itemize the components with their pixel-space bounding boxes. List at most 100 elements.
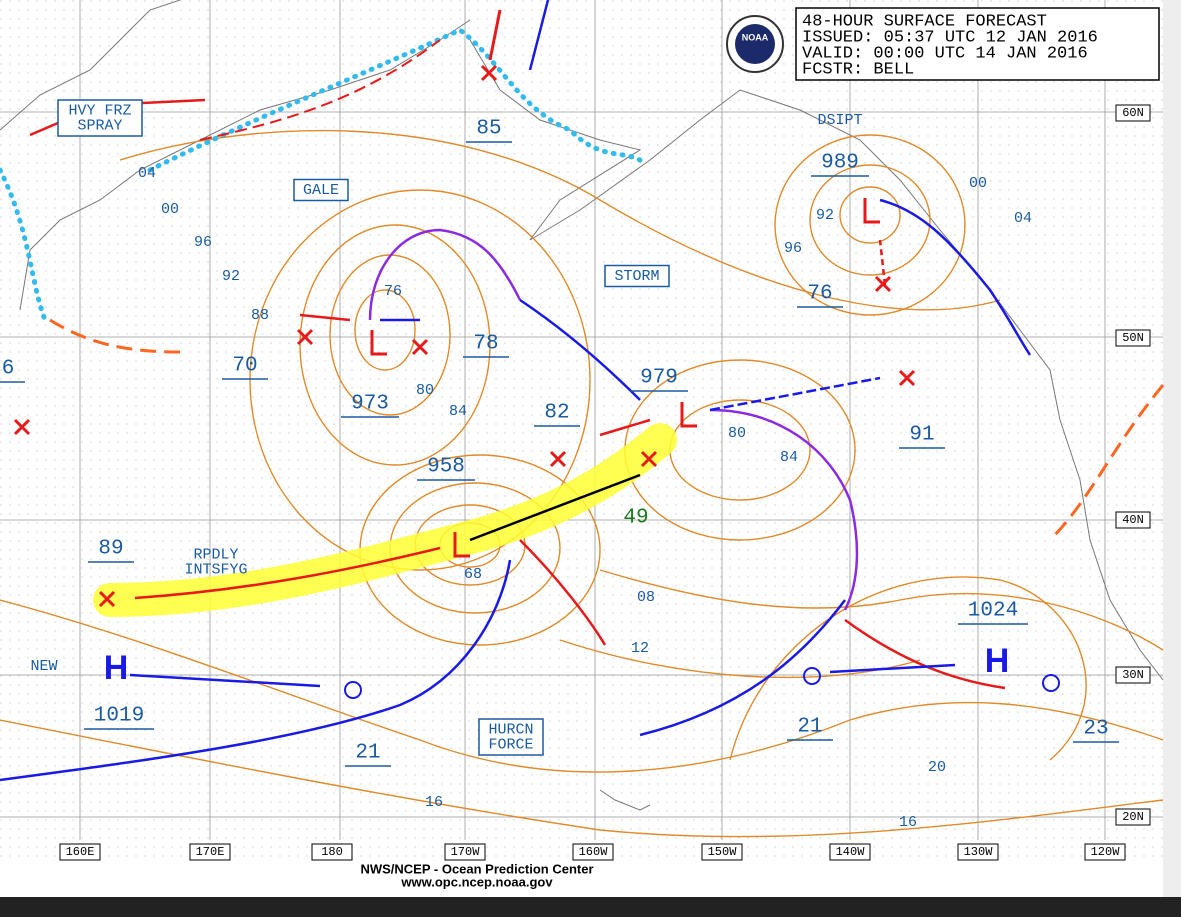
central-pressure: 958: [427, 456, 465, 479]
lon-box: [189, 843, 231, 861]
isobar-label: 88: [251, 307, 269, 324]
track-arrows: [29, 98, 956, 688]
isobar-label: 16: [425, 794, 443, 811]
map-background: [0, 0, 1163, 862]
latitude-label: 30N: [1122, 668, 1144, 682]
header-line: VALID: 00:00 UTC 14 JAN 2016: [802, 44, 1088, 63]
longitude-label: 160W: [579, 845, 609, 859]
isobars: [0, 129, 1164, 838]
lon-box: [59, 843, 101, 861]
label-box: [57, 99, 143, 137]
central-pressure: 23: [1083, 718, 1108, 741]
footer-line: www.opc.ncep.noaa.gov: [400, 874, 553, 889]
central-pressure: 76: [807, 283, 832, 306]
lat-box: [1115, 666, 1151, 684]
isobar-label: 96: [784, 240, 802, 257]
central-pressure: 91: [909, 424, 934, 447]
central-pressure: 6: [2, 358, 15, 381]
boxed-label: HURCN: [488, 721, 533, 738]
latitude-label: 60N: [1122, 106, 1144, 120]
boxed-label: STORM: [614, 268, 659, 285]
central-pressure: 989: [821, 152, 859, 175]
lon-box: [829, 843, 871, 861]
lat-box: [1115, 104, 1151, 122]
isobar-label: 80: [416, 382, 434, 399]
boxed-label: GALE: [303, 182, 339, 199]
isobar-label: 68: [464, 566, 482, 583]
longitude-label: 150W: [708, 845, 738, 859]
margin: [1163, 0, 1181, 897]
intensification-track: [93, 423, 677, 617]
longitude-label: 120W: [1091, 845, 1121, 859]
isobar-label: 00: [969, 175, 987, 192]
central-pressure: 89: [98, 538, 123, 561]
lon-box: [444, 843, 486, 861]
latitude-label: 20N: [1122, 810, 1144, 824]
plain-label: DSIPT: [817, 112, 862, 129]
header-line: FCSTR: BELL: [802, 60, 914, 79]
isobar-label: 84: [449, 403, 467, 420]
lows-and-markers: [13, 64, 1060, 699]
isobar-label: 84: [780, 449, 798, 466]
longitude-label: 170W: [451, 845, 481, 859]
isobar-label: 16: [899, 814, 917, 831]
label-box: [478, 718, 544, 756]
lon-box: [1084, 843, 1126, 861]
plain-label: INTSFYG: [184, 561, 247, 578]
boxed-label: HVY FRZ: [68, 102, 131, 119]
central-pressure: 85: [476, 118, 501, 141]
header-line: 48-HOUR SURFACE FORECAST: [802, 12, 1047, 31]
longitude-label: 160E: [66, 845, 95, 859]
central-pressure: 70: [232, 355, 257, 378]
isobar-label: 92: [222, 268, 240, 285]
latitude-label: 50N: [1122, 331, 1144, 345]
label-box: [604, 264, 670, 288]
taskbar: [0, 897, 1181, 917]
isobar-label: 08: [637, 589, 655, 606]
high-center: H: [985, 642, 1010, 680]
central-pressure: 82: [544, 402, 569, 425]
logo-text: NOAA: [742, 32, 769, 42]
isobar-label: 04: [1014, 210, 1032, 227]
isobar-label: 12: [631, 640, 649, 657]
lon-box: [572, 843, 614, 861]
lon-box: [311, 843, 353, 861]
graticule: [0, 0, 1163, 840]
high-center: H: [104, 649, 129, 687]
central-pressure: 979: [640, 367, 678, 390]
isobar-label: 92: [816, 207, 834, 224]
longitude-label: 170E: [196, 845, 225, 859]
central-pressure: 1019: [94, 705, 144, 728]
lon-box: [701, 843, 743, 861]
latitude-label: 40N: [1122, 513, 1144, 527]
lat-box: [1115, 808, 1151, 826]
longitude-label: 180: [321, 845, 343, 859]
footer-line: NWS/NCEP - Ocean Prediction Center: [360, 861, 593, 876]
isobar-label: 20: [928, 759, 946, 776]
header-line: ISSUED: 05:37 UTC 12 JAN 2016: [802, 28, 1098, 47]
isobar-label: 00: [161, 201, 179, 218]
central-pressure: 1024: [968, 600, 1018, 623]
lat-box: [1115, 329, 1151, 347]
longitude-label: 130W: [964, 845, 994, 859]
isobar-label: 80: [728, 425, 746, 442]
isobar-label: 04: [138, 165, 156, 182]
boxed-label: FORCE: [488, 736, 533, 753]
plain-label: NEW: [30, 658, 57, 675]
central-pressure: 49: [623, 507, 648, 530]
label-box: [293, 178, 349, 202]
longitude-label: 140W: [836, 845, 866, 859]
central-pressure: 973: [351, 393, 389, 416]
isobar-label: 96: [194, 234, 212, 251]
boxed-label: SPRAY: [77, 117, 122, 134]
central-pressure: 78: [473, 333, 498, 356]
header-box: NOAA: [726, 7, 1160, 81]
lon-box: [957, 843, 999, 861]
central-pressure: 21: [797, 716, 822, 739]
lat-box: [1115, 511, 1151, 529]
central-pressure: 21: [355, 742, 380, 765]
isobar-label: 76: [384, 283, 402, 300]
plain-label: RPDLY: [193, 546, 238, 563]
